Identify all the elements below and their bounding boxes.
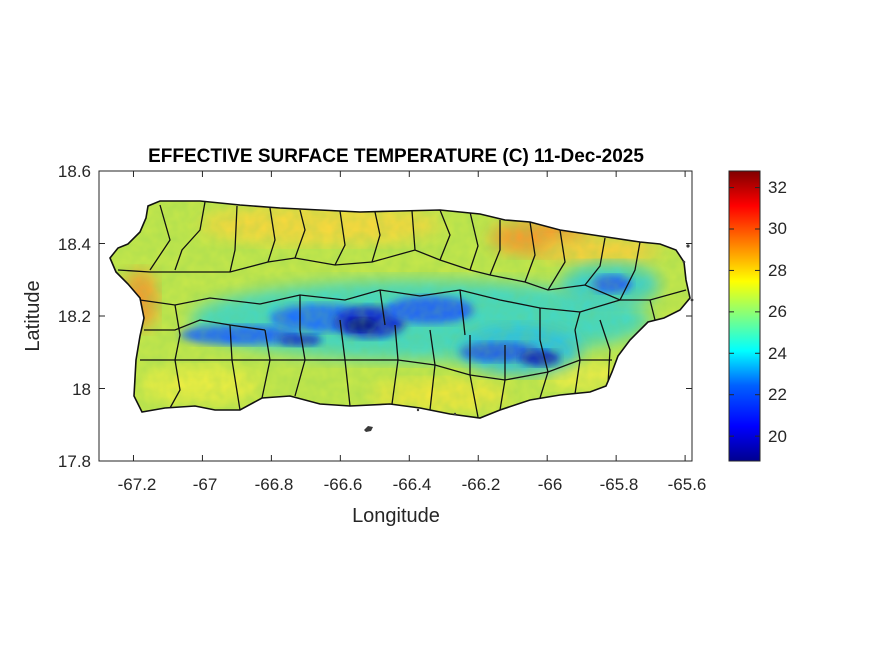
plot-title: EFFECTIVE SURFACE TEMPERATURE (C) 11-Dec… bbox=[148, 146, 644, 167]
y-tick-label: 18 bbox=[72, 380, 91, 399]
colorbar-gradient bbox=[728, 170, 761, 462]
y-tick-label: 18.2 bbox=[58, 307, 91, 326]
x-axis-title: Longitude bbox=[352, 505, 440, 527]
y-tick-label: 18.4 bbox=[58, 235, 91, 254]
colorbar-tick-label: 28 bbox=[768, 261, 787, 280]
colorbar-tick-label: 32 bbox=[768, 178, 787, 197]
y-tick-label: 17.8 bbox=[58, 452, 91, 471]
y-axis-ticks bbox=[99, 170, 692, 462]
x-tick-label: -67.2 bbox=[118, 475, 157, 494]
x-tick-label: -65.6 bbox=[668, 475, 707, 494]
colorbar-tick-label: 20 bbox=[768, 427, 787, 446]
x-tick-label: -66 bbox=[538, 475, 563, 494]
offshore-islets bbox=[364, 244, 694, 432]
municipality-borders bbox=[117, 201, 687, 418]
y-tick-labels: 18.6 18.4 18.2 18 17.8 bbox=[58, 162, 91, 471]
colorbar-ticks bbox=[729, 187, 760, 437]
colorbar-tick-label: 26 bbox=[768, 302, 787, 321]
x-tick-label: -66.4 bbox=[393, 475, 432, 494]
x-tick-label: -65.8 bbox=[600, 475, 639, 494]
x-tick-label: -66.2 bbox=[462, 475, 501, 494]
colorbar-tick-label: 24 bbox=[768, 344, 787, 363]
x-tick-label: -66.8 bbox=[255, 475, 294, 494]
x-tick-labels: -67.2 -67 -66.8 -66.6 -66.4 -66.2 -66 -6… bbox=[118, 475, 707, 494]
y-axis-title: Latitude bbox=[22, 280, 44, 351]
x-tick-label: -67 bbox=[193, 475, 218, 494]
y-tick-label: 18.6 bbox=[58, 162, 91, 181]
x-tick-label: -66.6 bbox=[324, 475, 363, 494]
colorbar-tick-label: 22 bbox=[768, 385, 787, 404]
x-axis-ticks bbox=[132, 171, 686, 461]
colorbar-tick-label: 30 bbox=[768, 219, 787, 238]
colorbar: 32 30 28 26 24 22 20 bbox=[728, 170, 787, 462]
